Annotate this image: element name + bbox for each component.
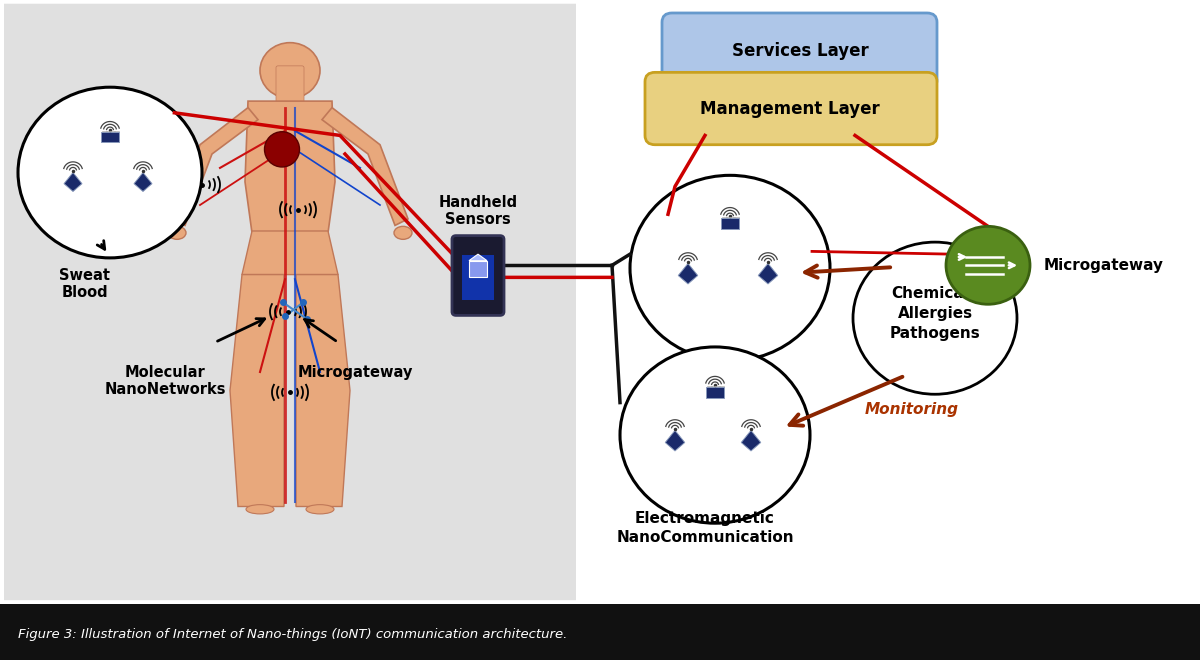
Bar	[101, 132, 119, 143]
Bar	[721, 218, 739, 229]
Bar	[462, 255, 494, 300]
Polygon shape	[242, 231, 338, 275]
FancyBboxPatch shape	[4, 4, 576, 600]
Text: Handheld
Sensors: Handheld Sensors	[438, 195, 517, 227]
Text: Monitoring: Monitoring	[865, 401, 959, 416]
Ellipse shape	[394, 226, 412, 240]
FancyBboxPatch shape	[646, 73, 937, 145]
Text: Chemicals
Allergies
Pathogens: Chemicals Allergies Pathogens	[889, 286, 980, 341]
Text: Management Layer: Management Layer	[700, 100, 880, 117]
Polygon shape	[230, 275, 284, 506]
Circle shape	[853, 242, 1018, 394]
Polygon shape	[64, 172, 82, 191]
Ellipse shape	[168, 226, 186, 240]
Text: Services Layer: Services Layer	[732, 42, 869, 59]
Ellipse shape	[306, 505, 334, 514]
Text: Electromagnetic
NanoCommunication: Electromagnetic NanoCommunication	[616, 511, 794, 544]
Circle shape	[946, 226, 1030, 304]
Ellipse shape	[246, 505, 274, 514]
FancyBboxPatch shape	[662, 13, 937, 89]
Polygon shape	[469, 254, 487, 261]
Circle shape	[260, 43, 320, 98]
Text: Molecular
NanoNetworks: Molecular NanoNetworks	[104, 364, 226, 397]
FancyBboxPatch shape	[276, 66, 304, 105]
Text: Sweat
Blood: Sweat Blood	[60, 268, 110, 300]
Polygon shape	[172, 108, 258, 226]
Polygon shape	[134, 172, 152, 191]
Polygon shape	[758, 263, 778, 284]
Polygon shape	[665, 430, 685, 451]
Ellipse shape	[264, 132, 300, 167]
Polygon shape	[742, 430, 761, 451]
Polygon shape	[296, 275, 350, 506]
Text: Microgateway: Microgateway	[1044, 258, 1164, 273]
Text: Figure 3: Illustration of Internet of Nano-things (IoNT) communication architect: Figure 3: Illustration of Internet of Na…	[18, 628, 568, 642]
Polygon shape	[469, 261, 487, 277]
FancyBboxPatch shape	[452, 236, 504, 315]
Circle shape	[18, 87, 202, 258]
Circle shape	[620, 347, 810, 523]
Polygon shape	[245, 101, 335, 233]
Text: Microgateway: Microgateway	[298, 364, 413, 380]
Polygon shape	[322, 108, 408, 226]
Circle shape	[630, 176, 830, 361]
Bar	[706, 387, 725, 398]
Polygon shape	[678, 263, 697, 284]
